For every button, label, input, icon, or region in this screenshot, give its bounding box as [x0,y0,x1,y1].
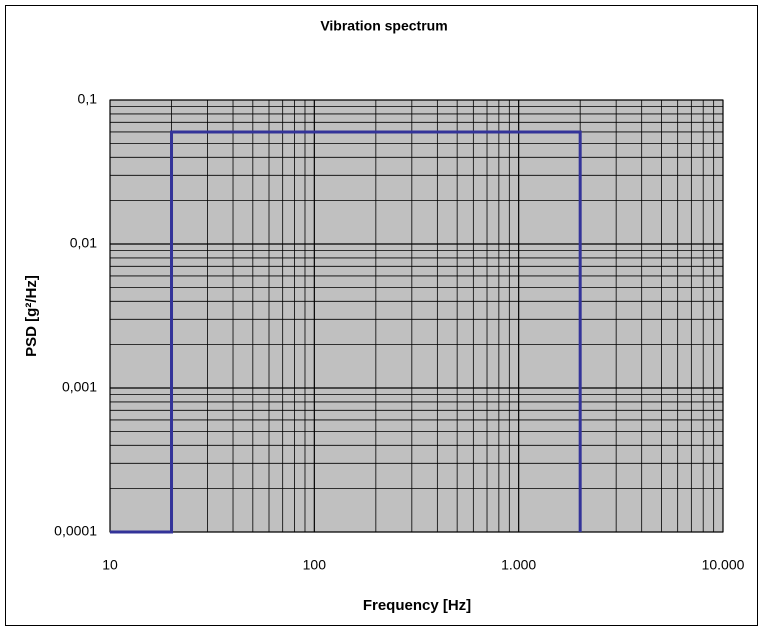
y-tick-label: 0,0001 [54,523,97,539]
y-tick-label: 0,1 [78,91,98,107]
y-axis-label: PSD [g²/Hz] [23,275,40,357]
chart-title: Vibration spectrum [320,18,447,34]
x-tick-label: 100 [303,557,327,573]
y-tick-label: 0,001 [62,379,97,395]
data-line [110,130,582,534]
plot-border [109,99,724,533]
x-tick-label: 10.000 [702,557,745,573]
plot-area [110,100,723,532]
x-axis-label: Frequency [Hz] [363,597,471,614]
y-tick-label: 0,01 [70,235,97,251]
x-tick-label: 10 [102,557,118,573]
x-tick-label: 1.000 [501,557,536,573]
